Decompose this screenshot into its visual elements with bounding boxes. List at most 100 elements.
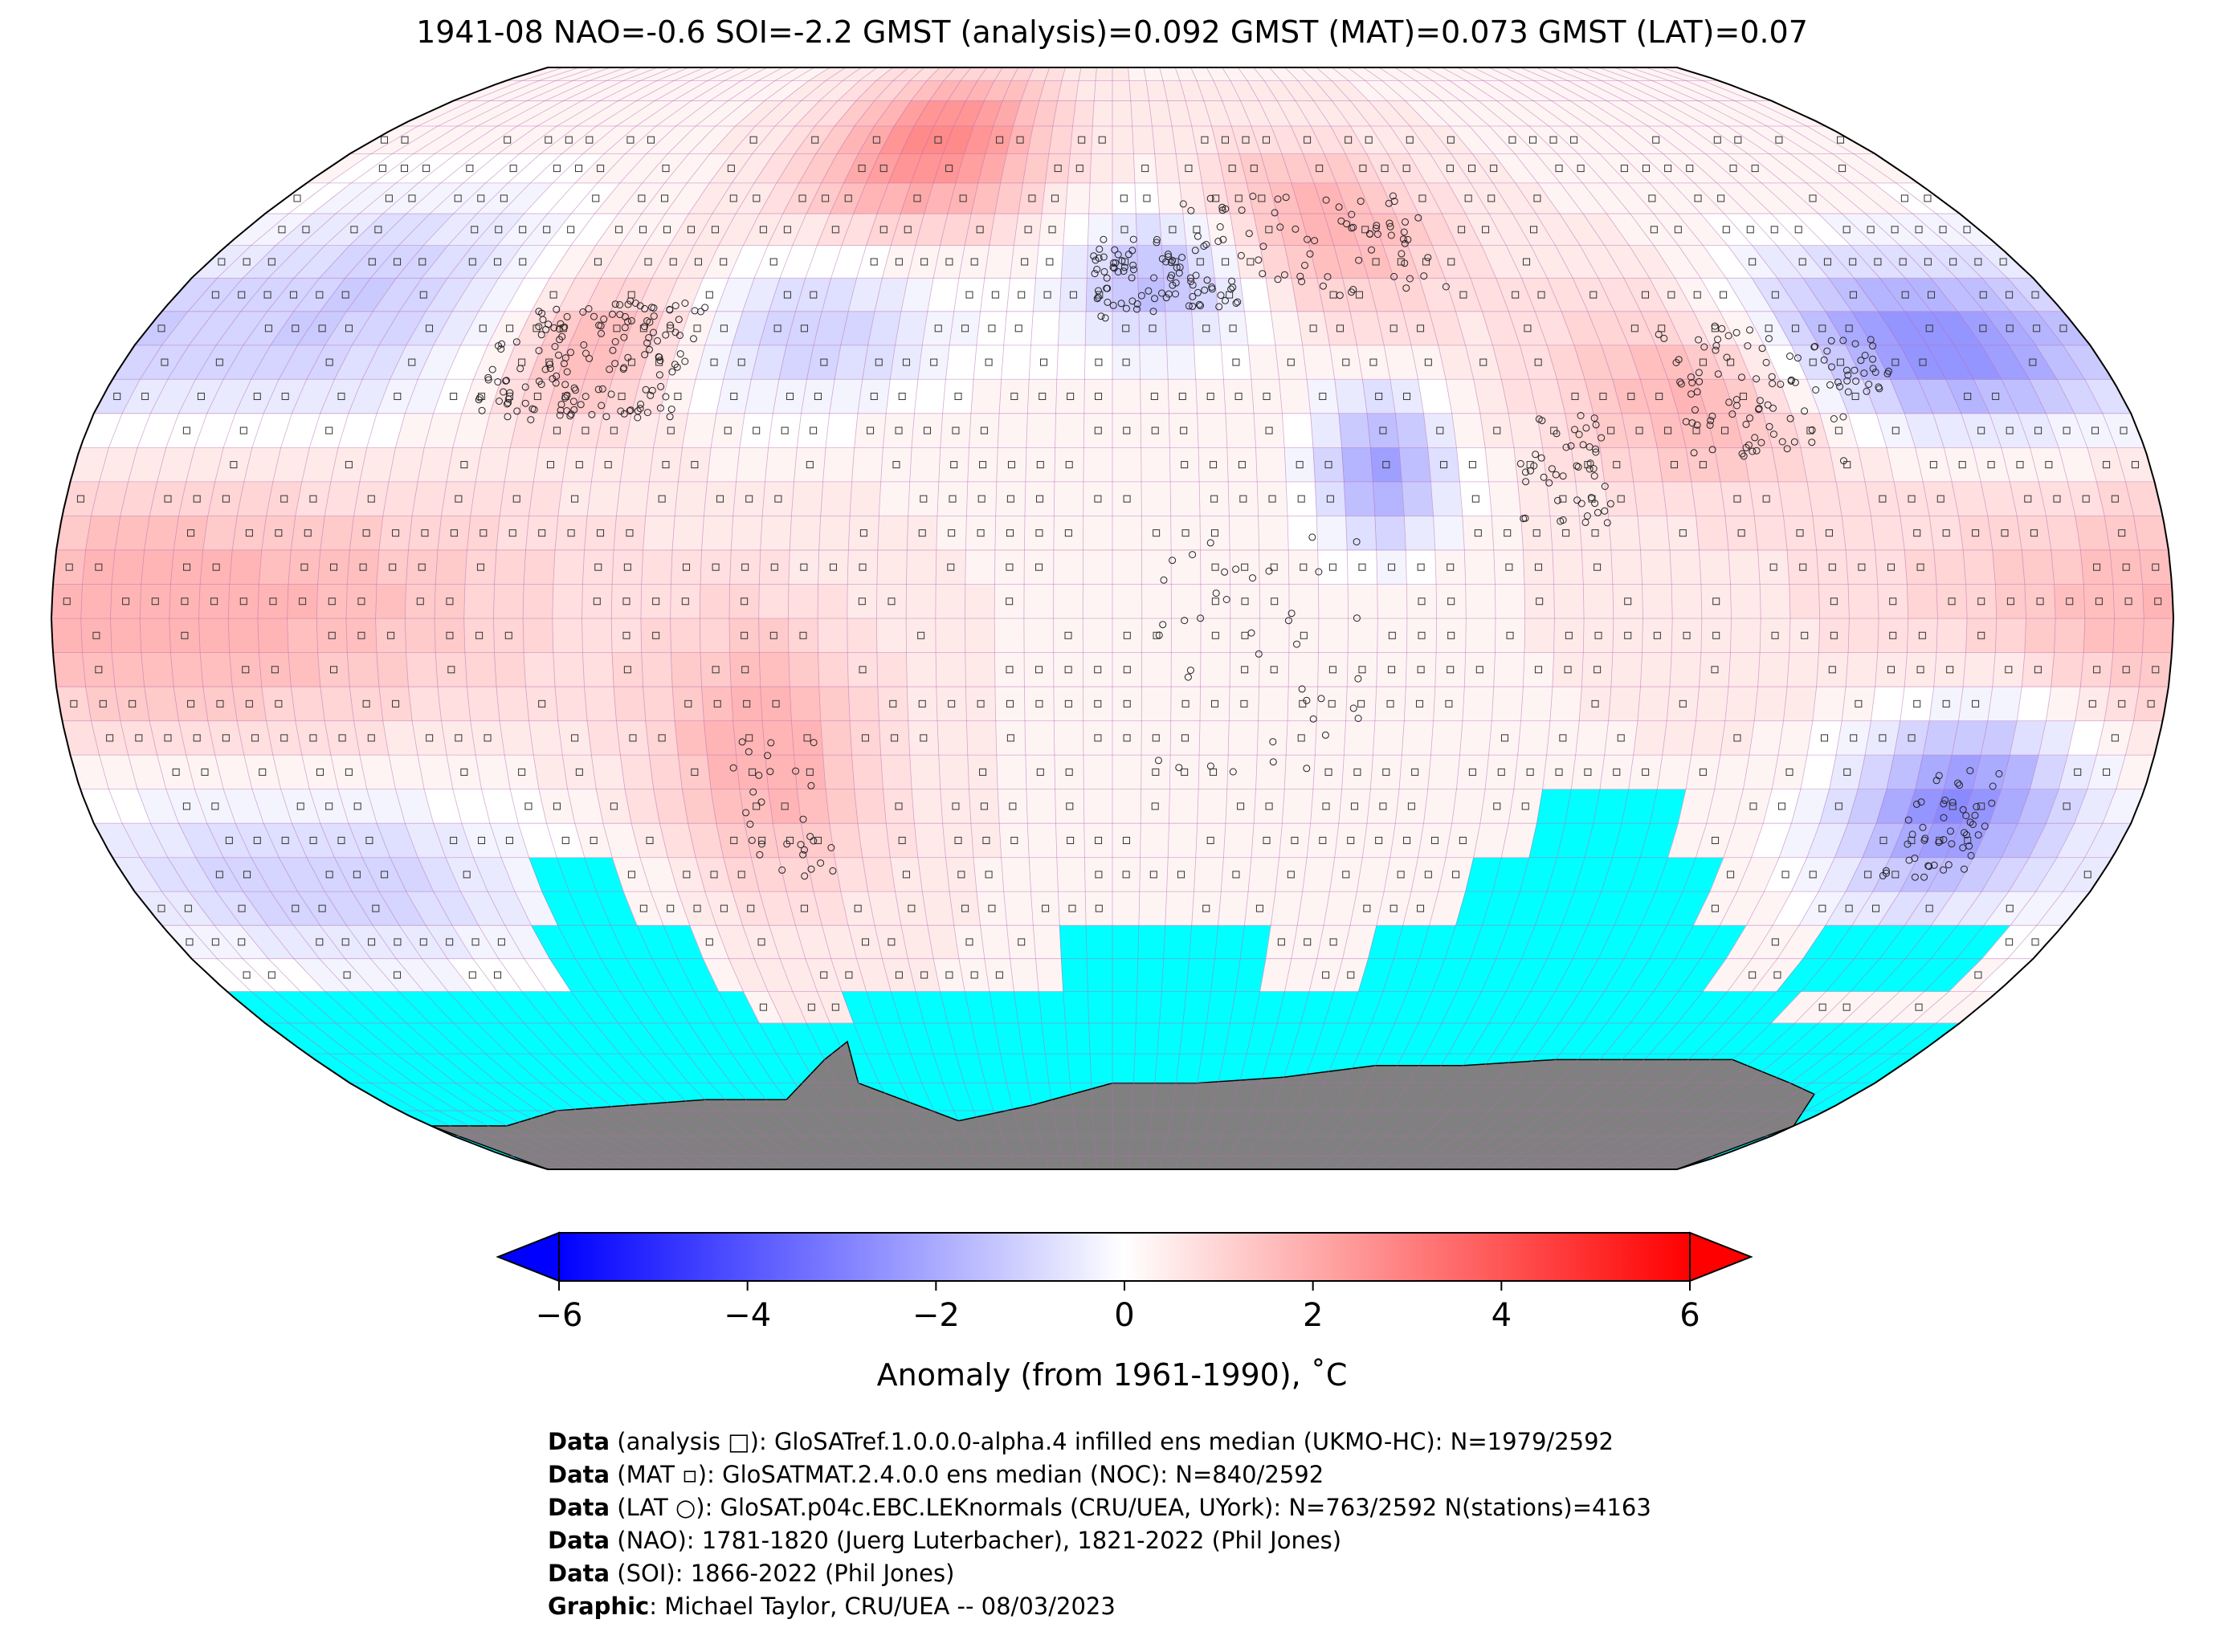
grid-cell [1696, 516, 1729, 551]
grid-cell [1067, 1053, 1092, 1083]
grid-cell [1239, 924, 1271, 959]
grid-cell [1140, 378, 1169, 414]
grid-cell [2024, 618, 2056, 653]
grid-cell [879, 481, 911, 516]
grid-cell [829, 822, 863, 859]
grid-cell [1907, 584, 1938, 619]
grid-cell [1749, 481, 1784, 516]
grid-cell [728, 584, 760, 619]
grid-cell [796, 789, 830, 824]
grid-cell [1165, 311, 1194, 346]
grid-cell [906, 686, 938, 721]
grid-cell [52, 549, 86, 585]
grid-cell [1657, 447, 1692, 483]
grid-cell [671, 686, 704, 721]
grid-cell [1112, 67, 1130, 81]
grid-cell [1023, 549, 1055, 585]
grid-cell [1318, 618, 1349, 653]
grid-cell [1083, 549, 1113, 585]
world-anomaly-map [50, 67, 2175, 1170]
grid-cell [2016, 686, 2052, 721]
grid-cell [1136, 958, 1165, 992]
grid-cell [1170, 686, 1201, 721]
grid-cell [1088, 1022, 1113, 1054]
grid-cell [561, 754, 597, 790]
grid-cell [980, 277, 1010, 312]
grid-cell [758, 652, 790, 687]
grid-cell [1345, 686, 1377, 721]
grid-cell [590, 447, 626, 483]
grid-cell [229, 549, 263, 585]
grid-cell [966, 720, 998, 756]
grid-cell [1239, 277, 1271, 312]
grid-cell [198, 584, 231, 619]
grid-cell [1406, 584, 1437, 619]
grid-cell [1933, 652, 1966, 687]
grid-cell [1402, 481, 1434, 516]
grid-cell [1169, 720, 1201, 756]
grid-cell [1137, 277, 1166, 312]
grid-cell [1259, 584, 1290, 619]
grid-cell [80, 618, 112, 653]
grid-cell [463, 618, 495, 653]
grid-cell [1185, 245, 1215, 279]
grid-cell [671, 516, 704, 551]
grid-cell [1517, 481, 1551, 516]
grid-cell [1877, 618, 1909, 653]
grid-cell [1169, 754, 1200, 790]
grid-cell [1637, 516, 1671, 551]
grid-cell [670, 618, 701, 653]
grid-cell [227, 584, 259, 619]
grid-cell [701, 516, 734, 551]
grid-cell [758, 549, 790, 585]
grid-cell [1845, 549, 1879, 585]
credit-line-graphic: Graphic: Michael Taylor, CRU/UEA -- 08/0… [548, 1593, 1116, 1620]
grid-cell [1157, 182, 1184, 214]
grid-cell [732, 481, 765, 516]
grid-cell [1230, 618, 1260, 653]
grid-cell [966, 481, 998, 516]
grid-cell [1282, 413, 1314, 448]
grid-cell [1343, 720, 1376, 756]
grid-cell [619, 754, 655, 790]
grid-cell [1199, 686, 1230, 721]
grid-cell [1575, 481, 1609, 516]
grid-cell [522, 584, 554, 619]
grid-cell [1987, 686, 2022, 721]
grid-cell [648, 754, 683, 790]
grid-cell [111, 549, 145, 585]
grid-cell [1112, 789, 1142, 824]
grid-cell [2021, 549, 2055, 585]
grid-cell [528, 720, 563, 756]
grid-cell [994, 652, 1025, 687]
grid-cell [1112, 311, 1141, 346]
grid-cell [906, 549, 937, 585]
grid-cell [320, 516, 354, 551]
grid-cell [141, 652, 174, 687]
grid-cell [1258, 686, 1289, 721]
grid-cell [940, 413, 972, 448]
grid-cell [1154, 1053, 1180, 1083]
grid-cell [345, 618, 377, 653]
grid-cell [1141, 720, 1172, 756]
grid-cell [467, 686, 500, 721]
grid-cell [1141, 686, 1172, 721]
grid-cell [1191, 891, 1222, 926]
grid-cell [1459, 720, 1492, 756]
grid-cell [378, 516, 413, 551]
grid-cell [1006, 277, 1036, 312]
grid-cell [561, 447, 597, 483]
grid-cell [1377, 618, 1408, 653]
grid-cell [1220, 345, 1252, 380]
grid-cell [1082, 618, 1113, 653]
grid-cell [467, 516, 500, 551]
grid-cell [1523, 652, 1554, 687]
grid-cell [1306, 378, 1340, 414]
credit-line-soi: Data (SOI): 1866-2022 (Phil Jones) [548, 1560, 955, 1587]
grid-cell [320, 686, 354, 721]
grid-cell [761, 720, 794, 756]
grid-cell [1023, 584, 1055, 619]
credit-line-lat: Data (LAT ○): GloSAT.p04c.EBC.LEKnormals… [548, 1494, 1651, 1521]
grid-cell [997, 789, 1028, 824]
grid-cell [973, 345, 1005, 380]
